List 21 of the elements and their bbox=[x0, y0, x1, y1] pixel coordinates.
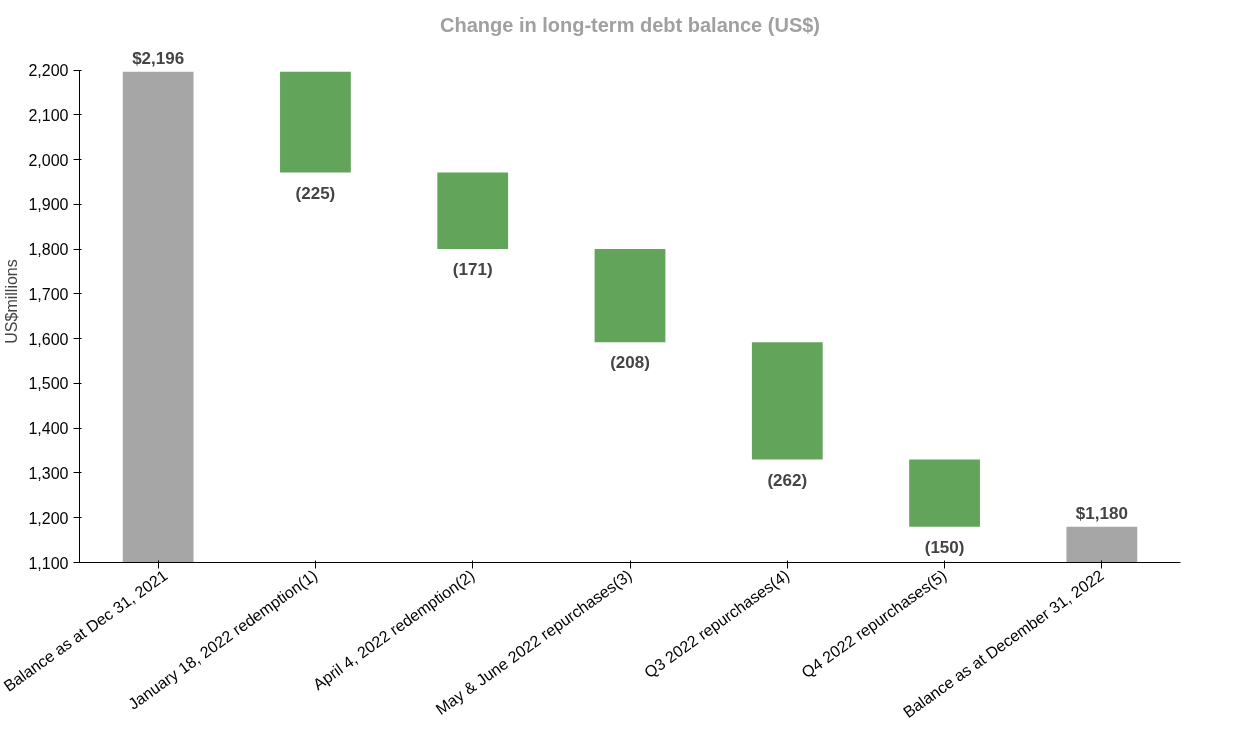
y-axis-title: US$millions bbox=[3, 259, 21, 344]
y-tick-label: 1,700 bbox=[28, 285, 69, 303]
data-label: $2,196 bbox=[132, 48, 185, 68]
data-label: (208) bbox=[610, 353, 650, 373]
data-label: $1,180 bbox=[1075, 503, 1128, 523]
y-tick-label: 1,800 bbox=[28, 241, 69, 259]
data-label: (171) bbox=[452, 260, 493, 280]
y-tick-label: 1,100 bbox=[28, 554, 69, 572]
y-tick-label: 2,200 bbox=[28, 62, 69, 80]
y-tick-label: 1,600 bbox=[28, 330, 69, 348]
y-tick-label: 1,200 bbox=[28, 509, 69, 527]
data-label: (225) bbox=[295, 183, 336, 203]
y-tick-label: 1,500 bbox=[28, 375, 69, 393]
y-tick-label: 1,400 bbox=[28, 420, 69, 438]
chart-title: Change in long-term debt balance (US$) bbox=[439, 13, 821, 36]
y-tick-label: 1,900 bbox=[28, 196, 69, 214]
y-tick-label: 2,000 bbox=[28, 151, 69, 169]
data-label: (150) bbox=[924, 537, 965, 557]
data-label: (262) bbox=[767, 470, 808, 490]
y-tick-label: 2,100 bbox=[28, 106, 69, 124]
y-tick-label: 1,300 bbox=[28, 464, 69, 482]
